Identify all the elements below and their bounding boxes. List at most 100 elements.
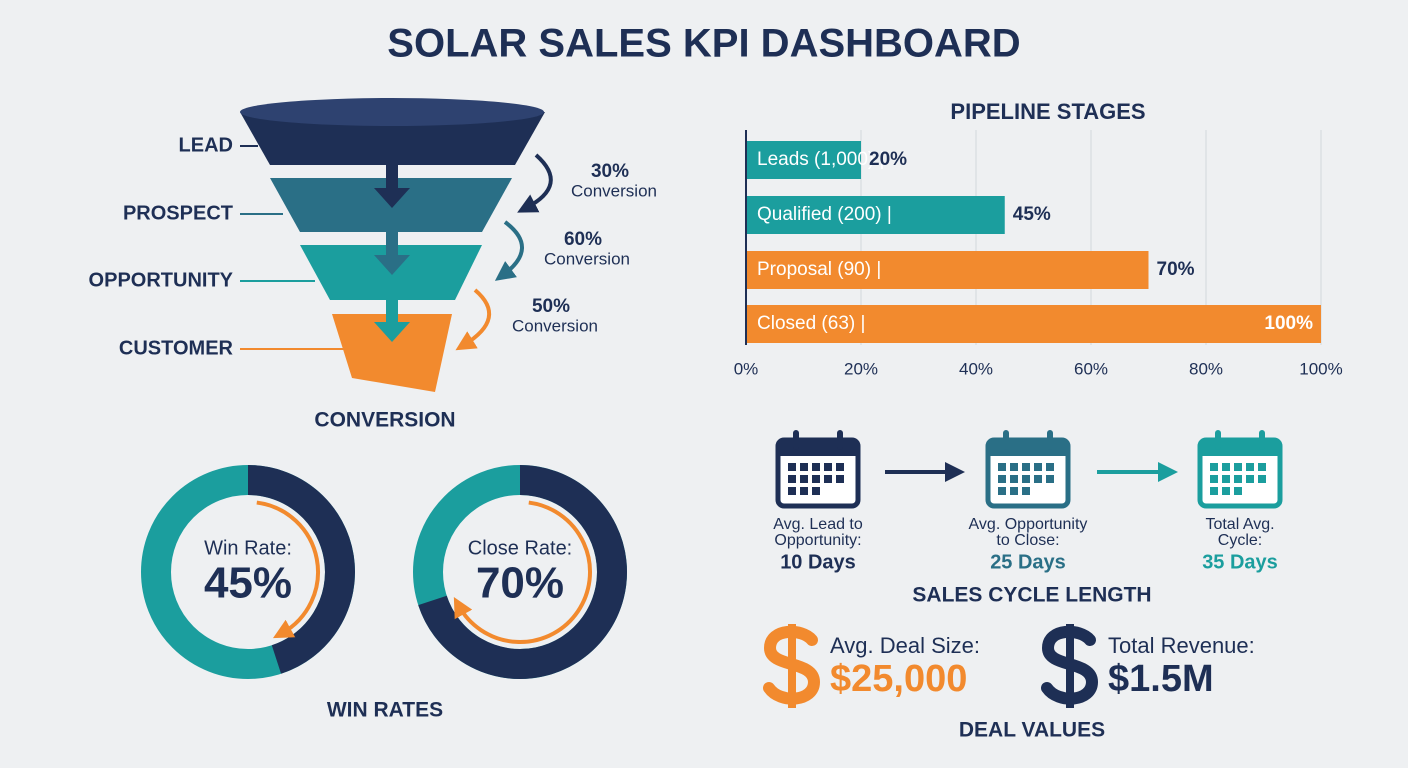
cycle-label: to Close:: [996, 532, 1059, 549]
calendar-cell: [1022, 487, 1030, 495]
bar: [747, 141, 861, 179]
calendar-cell: [824, 475, 832, 483]
calendar-cell: [1046, 463, 1054, 471]
bar-value-label: 100%: [1264, 313, 1313, 334]
calendar-ring: [1215, 430, 1221, 450]
cycle-value: 35 Days: [1202, 551, 1278, 573]
calendar-cell: [1258, 463, 1266, 471]
calendar-cell: [998, 475, 1006, 483]
calendar-cell: [824, 463, 832, 471]
bar: [747, 196, 1005, 234]
calendar-cell: [836, 475, 844, 483]
calendar-cell: [1022, 475, 1030, 483]
donut-value: 70%: [476, 559, 564, 608]
bar-value-label: 45%: [1013, 204, 1051, 225]
conversion-value: 50%: [532, 296, 570, 317]
calendar-cell: [1258, 475, 1266, 483]
calendar-cell: [1234, 475, 1242, 483]
conversion-label: Conversion: [571, 181, 657, 200]
cycle-label: Total Avg.: [1205, 516, 1274, 533]
calendar-cell: [1246, 463, 1254, 471]
calendar-cell: [998, 463, 1006, 471]
calendar-header: [778, 440, 858, 456]
calendar-icon: [775, 430, 861, 509]
deal-title: DEAL VALUES: [959, 719, 1105, 742]
calendar-cell: [1022, 463, 1030, 471]
calendar-cell: [1234, 463, 1242, 471]
calendar-cell: [800, 463, 808, 471]
bar: [747, 251, 1149, 289]
bar-category-label: Closed (63) |: [757, 313, 865, 334]
calendar-cell: [800, 475, 808, 483]
donut-title: WIN RATES: [327, 699, 443, 722]
funnel-stage-label: CUSTOMER: [119, 337, 234, 359]
cycle-title: SALES CYCLE LENGTH: [912, 584, 1151, 607]
calendar-cell: [1210, 463, 1218, 471]
calendar-header: [988, 440, 1068, 456]
funnel-stage-label: LEAD: [179, 134, 233, 156]
x-tick-label: 80%: [1189, 359, 1223, 378]
calendar-header: [1200, 440, 1280, 456]
donut-arc: [418, 465, 627, 679]
calendar-ring: [1003, 430, 1009, 450]
calendar-cell: [836, 463, 844, 471]
donut-arc: [247, 465, 355, 674]
calendar-ring: [1047, 430, 1053, 450]
bar-category-label: Leads (1,000) |: [757, 149, 884, 170]
calendar-ring: [793, 430, 799, 450]
bar-category-label: Qualified (200) |: [757, 204, 892, 225]
deal-value: $1.5M: [1108, 658, 1214, 700]
calendar-cell: [1222, 463, 1230, 471]
funnel-stage-label: PROSPECT: [123, 202, 233, 224]
calendar-cell: [1246, 475, 1254, 483]
conversion-value: 30%: [591, 161, 629, 182]
calendar-cell: [800, 487, 808, 495]
calendar-cell: [1010, 475, 1018, 483]
x-tick-label: 100%: [1299, 359, 1342, 378]
calendar-cell: [812, 463, 820, 471]
deal-value: $25,000: [830, 658, 967, 700]
bar-value-label: 20%: [869, 149, 907, 170]
calendar-cell: [788, 463, 796, 471]
calendar-ring: [1259, 430, 1265, 450]
deal-label: Total Revenue:: [1108, 633, 1255, 658]
calendar-cell: [998, 487, 1006, 495]
funnel-stage-label: OPPORTUNITY: [89, 269, 234, 291]
x-tick-label: 0%: [734, 359, 759, 378]
deal-label: Avg. Deal Size:: [830, 633, 980, 658]
calendar-cell: [1034, 475, 1042, 483]
bar-value-label: 70%: [1157, 259, 1195, 280]
calendar-cell: [1046, 475, 1054, 483]
bar-category-label: Proposal (90) |: [757, 259, 881, 280]
conversion-arrow: [455, 288, 492, 351]
calendar-icon: [985, 430, 1071, 509]
bar: [747, 305, 1321, 343]
calendar-cell: [1234, 487, 1242, 495]
funnel-title: CONVERSION: [314, 409, 455, 432]
calendar-cell: [1222, 475, 1230, 483]
funnel-shape: [240, 98, 545, 392]
cycle-label: Avg. Opportunity: [969, 516, 1088, 533]
donut-value: 45%: [204, 559, 292, 608]
x-tick-label: 40%: [959, 359, 993, 378]
donut-arrow: [256, 500, 320, 639]
conversion-arrow: [517, 153, 553, 213]
conversion-label: Conversion: [512, 316, 598, 335]
cycle-value: 25 Days: [990, 551, 1066, 573]
calendar-ring: [837, 430, 843, 450]
calendar-cell: [788, 487, 796, 495]
calendar-cell: [1222, 487, 1230, 495]
calendar-cell: [788, 475, 796, 483]
conversion-arrow: [494, 220, 524, 281]
calendar-cell: [1010, 487, 1018, 495]
cycle-label: Cycle:: [1218, 532, 1262, 549]
conversion-value: 60%: [564, 229, 602, 250]
cycle-value: 10 Days: [780, 551, 856, 573]
x-tick-label: 20%: [844, 359, 878, 378]
calendar-cell: [1210, 487, 1218, 495]
calendar-cell: [812, 475, 820, 483]
page-title: SOLAR SALES KPI DASHBOARD: [387, 22, 1020, 66]
calendar-cell: [1210, 475, 1218, 483]
bar-chart-title: PIPELINE STAGES: [950, 99, 1145, 124]
